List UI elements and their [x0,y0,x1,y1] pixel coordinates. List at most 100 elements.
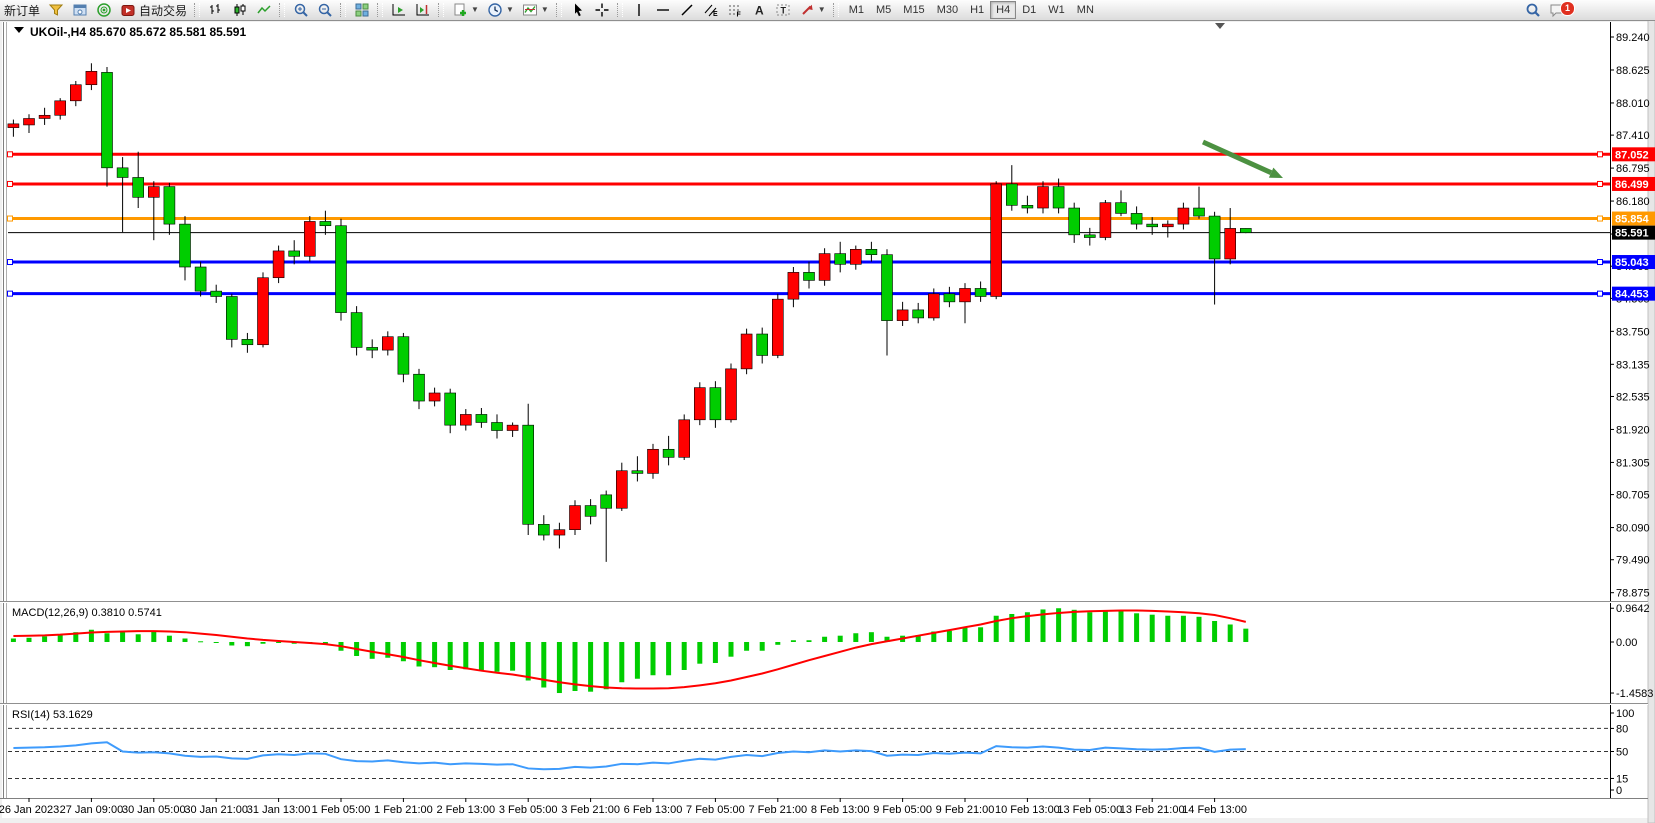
indicators-button[interactable]: ▼ [518,1,553,19]
rsi-pane[interactable]: RSI(14) 53.1629 [8,709,1610,779]
macd-histogram-bar [57,634,63,642]
crosshair-button[interactable] [590,1,614,19]
h-line-handle[interactable] [7,180,13,187]
timeframe-button-m15[interactable]: M15 [903,4,925,16]
time-tick-label: 13 Feb 05:00 [1057,804,1122,816]
trendline-button[interactable] [675,1,699,19]
timeframe-button-m5[interactable]: M5 [876,4,892,16]
macd-histogram-bar [42,636,48,642]
h-line-handle[interactable] [1597,180,1603,187]
new-order-button[interactable]: 新订单 [0,1,44,19]
candles-icon [234,4,246,16]
svg-text:F: F [736,12,741,19]
h-line-handle[interactable] [1597,290,1603,297]
price-axis[interactable]: 85.56584.96584.36589.24088.62588.01087.4… [1610,22,1655,798]
new-chart-button[interactable]: ▼ [448,1,483,19]
chart-shift-button[interactable] [411,1,435,19]
time-tick-label: 3 Feb 05:00 [499,804,558,816]
arrows-button[interactable]: ▼ [795,1,830,19]
macd-histogram-bar [322,641,328,645]
trend-arrow-annotation[interactable] [1201,139,1273,175]
line-chart-button[interactable] [252,1,276,19]
macd-histogram-bar [806,640,812,642]
macd-histogram-bar [447,641,453,670]
text-label-button[interactable]: T [771,1,795,19]
horizontal-line-button[interactable] [651,1,675,19]
timeframe-button-h4[interactable]: H4 [990,1,1017,19]
h-line-handle[interactable] [1597,215,1603,222]
macd-histogram-bar [229,641,235,646]
macd-histogram-bar [744,641,750,651]
toolbar-separator [555,3,562,17]
toolbar-right-group: 1 [1521,0,1575,20]
tile-windows-button[interactable] [350,1,374,19]
macd-histogram-bar [1118,611,1124,642]
candle [569,505,581,530]
notifications-button[interactable]: 1 [1545,1,1575,19]
candle [101,72,113,169]
auto-scroll-button[interactable] [387,1,411,19]
market-watch-button[interactable] [44,1,68,19]
chart-shift-marker[interactable] [1215,23,1225,29]
h-line-handle[interactable] [7,151,13,158]
axis-tick-label: 86.795 [1616,163,1650,175]
zoomin-icon [294,3,308,17]
h-line-handle[interactable] [1597,151,1603,158]
signals-button[interactable] [92,1,116,19]
zoom-out-button[interactable] [313,1,337,19]
bar-chart-button[interactable] [204,1,228,19]
hline-icon [656,9,669,11]
timeframe-button-mn[interactable]: MN [1076,4,1094,16]
timeframe-button-m1[interactable]: M1 [848,4,864,16]
axis-tick-label: 15 [1616,773,1628,785]
axis-tick-label: 80.705 [1616,490,1650,502]
candle [803,272,815,281]
periods-button[interactable]: ▼ [483,1,518,19]
candle [756,333,769,356]
data-window-button[interactable] [68,1,92,19]
macd-histogram-bar [244,641,250,647]
h-line-handle[interactable] [7,215,13,222]
price-pane[interactable]: UKOil-,H4 85.670 85.672 85.581 85.591 [7,23,1611,562]
macd-histogram-bar [182,638,188,642]
timeframe-button-w1[interactable]: W1 [1048,4,1065,16]
timeframe-button-m30[interactable]: M30 [936,4,959,16]
candle [553,529,566,536]
candle [1099,202,1112,238]
chart-bg [2,22,1648,818]
svg-text:T: T [780,6,786,16]
price-badge-label: 85.043 [1615,257,1649,269]
chartshift-icon [416,4,430,16]
vertical-line-button[interactable] [627,1,651,19]
vline-icon [638,4,640,16]
text-button[interactable]: A [747,1,771,19]
macd-pane[interactable]: MACD(12,26,9) 0.3810 0.5741 [10,607,1249,694]
h-line-handle[interactable] [7,259,13,266]
candle [896,309,909,321]
axis-tick-label: 0.00 [1616,637,1637,649]
timeframe-button-h1[interactable]: H1 [970,4,985,16]
toolbar-separator [340,3,347,17]
candle [1130,213,1143,225]
candle [85,71,98,86]
symbol-dropdown-icon[interactable] [14,27,24,33]
candle [116,167,129,178]
search-button[interactable] [1521,1,1545,19]
zoom-in-button[interactable] [289,1,313,19]
candle [1115,202,1127,214]
candle [881,254,893,321]
equidistant-channel-button[interactable]: E [699,1,723,19]
candlestick-chart-button[interactable] [228,1,252,19]
cursor-button[interactable] [566,1,590,19]
timeframe-button-d1[interactable]: D1 [1022,4,1037,16]
fibonacci-button[interactable]: F [723,1,747,19]
candle [522,424,535,525]
h-line-handle[interactable] [7,290,13,297]
autotrading-button[interactable]: 自动交易 [116,1,191,19]
linechart-icon [257,5,271,14]
h-line-handle[interactable] [1597,259,1603,266]
axis-tick-label: 86.180 [1616,196,1650,208]
axis-tick-label: 87.410 [1616,130,1650,142]
